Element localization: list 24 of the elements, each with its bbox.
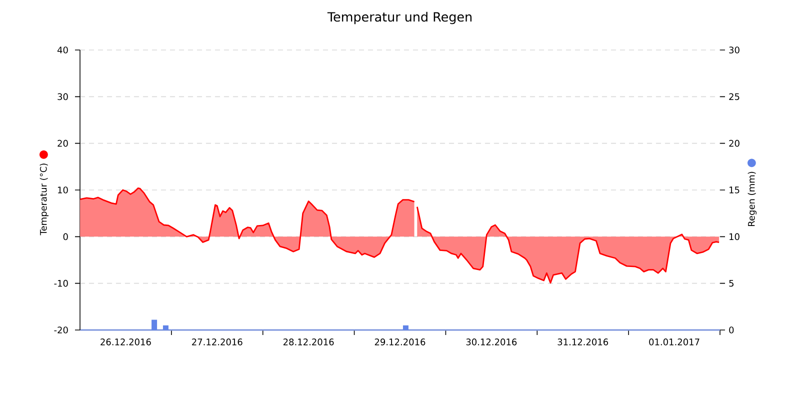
x-tick-label: 31.12.2016 — [558, 338, 608, 346]
x-tick-label: 26.12.2016 — [100, 338, 151, 346]
y-tick-label: 20 — [58, 140, 68, 147]
y2-tick-label: 25 — [729, 93, 740, 100]
y2-tick-label: 20 — [729, 140, 740, 147]
y-tick-label: 0 — [63, 233, 68, 240]
x-tick-label: 29.12.2016 — [374, 338, 426, 346]
y-tick-label: 30 — [58, 93, 68, 100]
y-axis-title: Temperatur (°C) — [40, 164, 49, 236]
y2-tick-label: 10 — [730, 233, 740, 240]
x-tick-label: 28.12.2016 — [283, 338, 334, 346]
y-tick-label: 40 — [57, 46, 68, 54]
y-tick-label: -20 — [54, 326, 68, 334]
x-tick-label: 30.12.2016 — [466, 338, 517, 346]
y2-tick-label: 15 — [730, 186, 740, 194]
x-tick-label: 01.01.2017 — [649, 338, 700, 346]
chart-title: Temperatur und Regen — [327, 12, 472, 24]
y-tick-label: -10 — [54, 280, 68, 287]
x-tick-label: 27.12.2016 — [192, 338, 242, 346]
y-tick-label: 10 — [58, 186, 68, 194]
y2-tick-label: 5 — [729, 280, 734, 287]
y2-tick-label: 30 — [729, 46, 740, 54]
y2-tick-label: 0 — [729, 326, 734, 334]
y2-axis-title: Regen (mm) — [748, 172, 757, 226]
